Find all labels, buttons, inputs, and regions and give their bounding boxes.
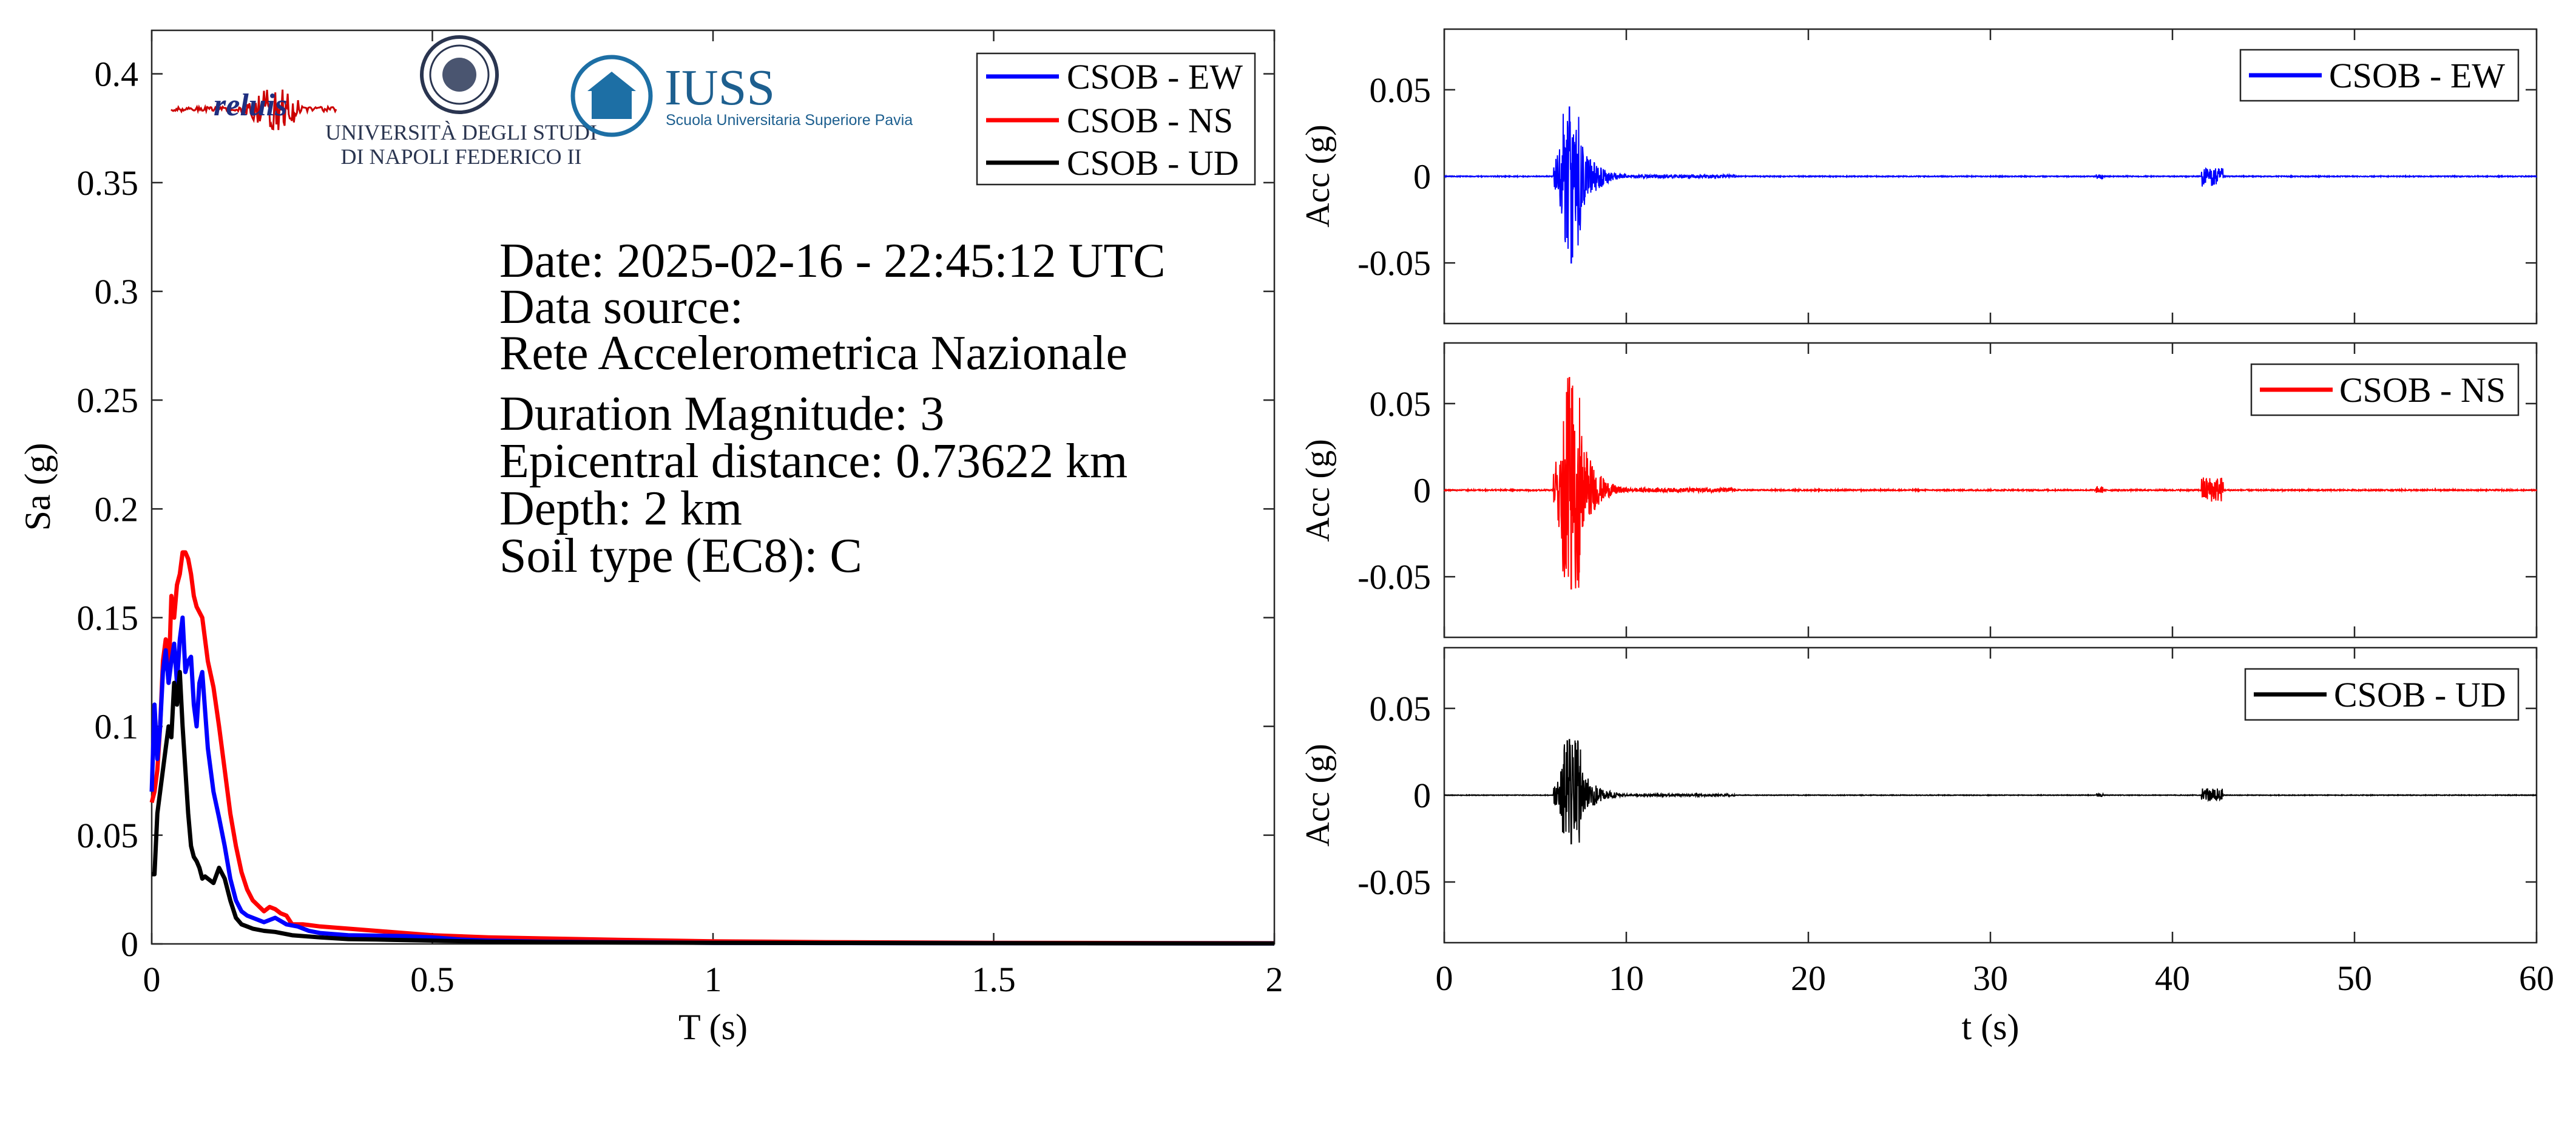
spectrum-xtick-label: 2 xyxy=(1266,960,1283,999)
spectrum-xlabel: T (s) xyxy=(678,1007,748,1047)
spectrum-ytick-label: 0.25 xyxy=(77,381,139,420)
spectrum-legend: CSOB - EW CSOB - NS CSOB - UD xyxy=(976,52,1256,186)
iuss-emblem-building xyxy=(592,91,632,119)
acc-ud-trace xyxy=(1444,739,2537,844)
spectrum-xtick-label: 0 xyxy=(143,960,161,999)
acc-ew-chart: -0.05 0 0.05 Acc (g) CSOB - EW xyxy=(1299,28,2538,325)
acc-xtick-label: 60 xyxy=(2519,958,2554,998)
unina-seal-icon xyxy=(420,35,499,114)
acc-ud-legend: CSOB - UD xyxy=(2244,668,2520,721)
iuss-emblem-roof xyxy=(587,72,636,91)
acc-xtick-label: 10 xyxy=(1609,958,1644,998)
acc-ytick-label: 0 xyxy=(1413,776,1431,815)
spectrum-xtick-label: 0.5 xyxy=(410,960,455,999)
legend-ns-label: CSOB - NS xyxy=(1067,101,1233,140)
info-date: Date: 2025-02-16 - 22:45:12 UTC xyxy=(499,234,1166,288)
spectrum-ytick-label: 0.3 xyxy=(95,272,139,311)
acc-xtick-label: 0 xyxy=(1436,958,1453,998)
info-source-label: Data source: xyxy=(499,280,743,334)
acc-xtick-label: 40 xyxy=(2155,958,2190,998)
spectrum-line-ud xyxy=(152,670,1275,946)
acc-ns-legend-label: CSOB - NS xyxy=(2339,370,2506,410)
acc-ew-ticks: -0.05 0 0.05 xyxy=(1357,29,2538,324)
acc-ns-legend: CSOB - NS xyxy=(2250,363,2520,416)
acc-ud-ylabel: Acc (g) xyxy=(1299,744,1337,846)
info-soil: Soil type (EC8): C xyxy=(499,529,862,583)
spectrum-ytick-label: 0.15 xyxy=(77,599,139,638)
acc-ud-ticks: 0 10 20 30 40 50 60 -0.05 0 0.05 xyxy=(1357,648,2554,998)
acc-ytick-label: 0.05 xyxy=(1370,70,1432,110)
acc-ytick-label: -0.05 xyxy=(1357,243,1431,283)
unina-logo-line1: UNIVERSITÀ DEGLI STUDI xyxy=(325,120,597,144)
spectrum-series xyxy=(149,550,1275,946)
spectrum-ytick-label: 0.35 xyxy=(77,163,139,203)
acc-ew-legend: CSOB - EW xyxy=(2239,49,2520,102)
legend-ud-label: CSOB - UD xyxy=(1067,143,1239,183)
acc-ew-ylabel: Acc (g) xyxy=(1299,124,1337,227)
iuss-logo-subtitle: Scuola Universitaria Superiore Pavia xyxy=(666,112,913,129)
acc-ns-ticks: -0.05 0 0.05 xyxy=(1357,343,2538,637)
reluis-logo: reluis xyxy=(171,88,337,131)
iuss-logo: IUSS Scuola Universitaria Superiore Pavi… xyxy=(570,55,913,137)
acc-ytick-label: -0.05 xyxy=(1357,557,1431,597)
spectrum-ytick-label: 0 xyxy=(121,924,138,964)
unina-logo: UNIVERSITÀ DEGLI STUDI DI NAPOLI FEDERIC… xyxy=(325,35,597,169)
spectrum-chart: 0 0.5 1 1.5 2 0 0.05 0.1 0.15 0.2 0.25 0.3 0.35 0.4 T… xyxy=(18,29,1283,1047)
reluis-wave-icon xyxy=(171,89,337,131)
spectrum-ticks: 0 0.5 1 1.5 2 0 0.05 0.1 0.15 0.2 0.25 0.3 0.35 0.4 xyxy=(77,30,1283,999)
spectrum-ytick-label: 0.1 xyxy=(95,707,139,747)
acc-ytick-label: 0 xyxy=(1413,471,1431,510)
spectrum-line-ns xyxy=(149,550,1275,946)
spectrum-line-ew xyxy=(149,616,1275,946)
spectrum-ylabel: Sa (g) xyxy=(18,443,58,531)
acc-ew-legend-label: CSOB - EW xyxy=(2329,56,2505,95)
spectrum-ytick-label: 0.2 xyxy=(95,489,139,529)
reluis-logo-text: reluis xyxy=(214,88,287,123)
info-magnitude: Duration Magnitude: 3 xyxy=(499,387,944,441)
event-info: Date: 2025-02-16 - 22:45:12 UTC Data sou… xyxy=(499,234,1166,583)
spectrum-ytick-label: 0.4 xyxy=(95,55,139,94)
acc-ytick-label: 0 xyxy=(1413,157,1431,197)
spectrum-xtick-label: 1.5 xyxy=(972,960,1016,999)
acc-ew-trace xyxy=(1444,106,2537,264)
unina-logo-line2: DI NAPOLI FEDERICO II xyxy=(341,144,582,169)
legend-ew-label: CSOB - EW xyxy=(1067,57,1243,97)
acc-xtick-label: 20 xyxy=(1791,958,1826,998)
acc-ytick-label: 0.05 xyxy=(1370,384,1432,424)
info-source: Rete Accelerometrica Nazionale xyxy=(499,327,1127,380)
info-depth: Depth: 2 km xyxy=(499,482,742,535)
acc-xtick-label: 50 xyxy=(2337,958,2372,998)
acc-xtick-label: 30 xyxy=(1973,958,2008,998)
iuss-emblem-icon xyxy=(570,55,653,137)
acc-ud-legend-label: CSOB - UD xyxy=(2334,675,2506,714)
unina-seal-inner xyxy=(429,44,490,105)
iuss-logo-text: IUSS xyxy=(664,59,775,116)
spectrum-xtick-label: 1 xyxy=(705,960,722,999)
acc-ytick-label: -0.05 xyxy=(1357,863,1431,902)
acc-ns-chart: -0.05 0 0.05 Acc (g) CSOB - NS xyxy=(1299,342,2538,639)
unina-seal-core xyxy=(442,58,476,92)
acc-ytick-label: 0.05 xyxy=(1370,689,1432,728)
acc-ns-trace xyxy=(1444,377,2537,590)
acc-ns-ylabel: Acc (g) xyxy=(1299,439,1337,541)
acc-ud-chart: 0 10 20 30 40 50 60 -0.05 0 0.05 Acc (g) t (s) CS… xyxy=(1299,646,2554,1047)
acc-ud-xlabel: t (s) xyxy=(1962,1007,2020,1047)
info-distance: Epicentral distance: 0.73622 km xyxy=(499,435,1127,488)
spectrum-ytick-label: 0.05 xyxy=(77,816,139,855)
